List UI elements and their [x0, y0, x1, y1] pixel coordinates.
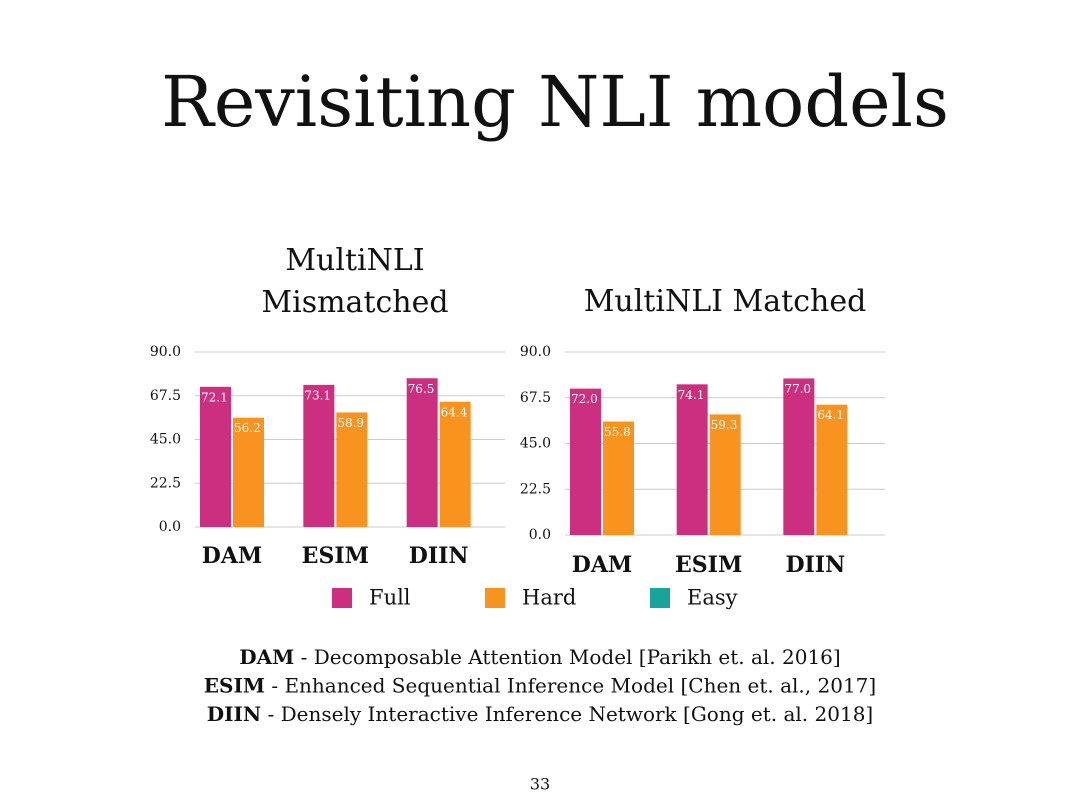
y-tick-label: 45.0: [520, 436, 551, 452]
footnote: ESIM - Enhanced Sequential Inference Mod…: [204, 673, 876, 697]
bar: [406, 378, 438, 527]
legend-swatch: [332, 588, 352, 608]
data-label: 56.2: [234, 421, 261, 435]
y-tick-label: 22.5: [150, 475, 181, 491]
y-tick-label: 45.0: [150, 432, 181, 448]
legend-swatch: [485, 588, 505, 608]
x-tick-label: ESIM: [302, 543, 369, 569]
bar: [233, 417, 264, 527]
data-label: 59.3: [711, 418, 738, 432]
bar: [336, 412, 368, 527]
chart-title: MultiNLI Mismatched: [261, 243, 449, 320]
legend-label: Full: [369, 586, 411, 610]
data-label: 64.1: [817, 408, 844, 422]
bar: [303, 384, 335, 527]
data-label: 55.8: [604, 425, 631, 439]
bar: [709, 414, 741, 535]
footnote-text: - Decomposable Attention Model [Parikh e…: [294, 645, 840, 669]
data-label: 73.1: [304, 388, 331, 402]
data-label: 64.4: [441, 405, 468, 419]
footnote-text: - Enhanced Sequential Inference Model [C…: [265, 673, 876, 697]
y-tick-label: 0.0: [529, 527, 551, 543]
bar: [570, 388, 601, 535]
x-tick-label: DAM: [572, 552, 633, 578]
bar: [783, 378, 815, 535]
data-label: 77.0: [784, 382, 811, 396]
slide-title: Revisiting NLI models: [161, 61, 949, 143]
bar: [439, 401, 471, 527]
x-tick-label: DIIN: [409, 543, 469, 569]
footnote-text: - Densely Interactive Inference Network …: [261, 702, 873, 726]
x-tick-label: DIIN: [785, 552, 845, 578]
y-tick-label: 90.0: [520, 344, 551, 360]
x-tick-label: ESIM: [675, 552, 742, 578]
y-tick-label: 67.5: [520, 390, 551, 406]
legend-swatch: [650, 588, 670, 608]
bar: [200, 386, 231, 527]
bar: [816, 404, 848, 535]
bar: [603, 421, 634, 535]
data-label: 76.5: [408, 382, 435, 396]
legend-label: Easy: [687, 586, 738, 610]
footnote-abbr: DAM: [239, 645, 294, 669]
footnote-abbr: ESIM: [204, 673, 265, 697]
bar: [676, 384, 708, 535]
chart-title: MultiNLI Matched: [583, 284, 867, 319]
data-label: 72.0: [571, 392, 598, 406]
data-label: 58.9: [337, 416, 364, 430]
y-tick-label: 22.5: [520, 481, 551, 497]
page-number: 33: [530, 775, 550, 794]
y-tick-label: 0.0: [159, 519, 181, 535]
footnote: DIIN - Densely Interactive Inference Net…: [207, 702, 873, 726]
x-tick-label: DAM: [202, 543, 263, 569]
legend-label: Hard: [522, 586, 576, 610]
y-tick-label: 67.5: [150, 388, 181, 404]
data-label: 72.1: [201, 390, 228, 404]
footnote: DAM - Decomposable Attention Model [Pari…: [239, 645, 840, 669]
data-label: 74.1: [678, 388, 705, 402]
y-tick-label: 90.0: [150, 344, 181, 360]
footnote-abbr: DIIN: [207, 702, 261, 726]
